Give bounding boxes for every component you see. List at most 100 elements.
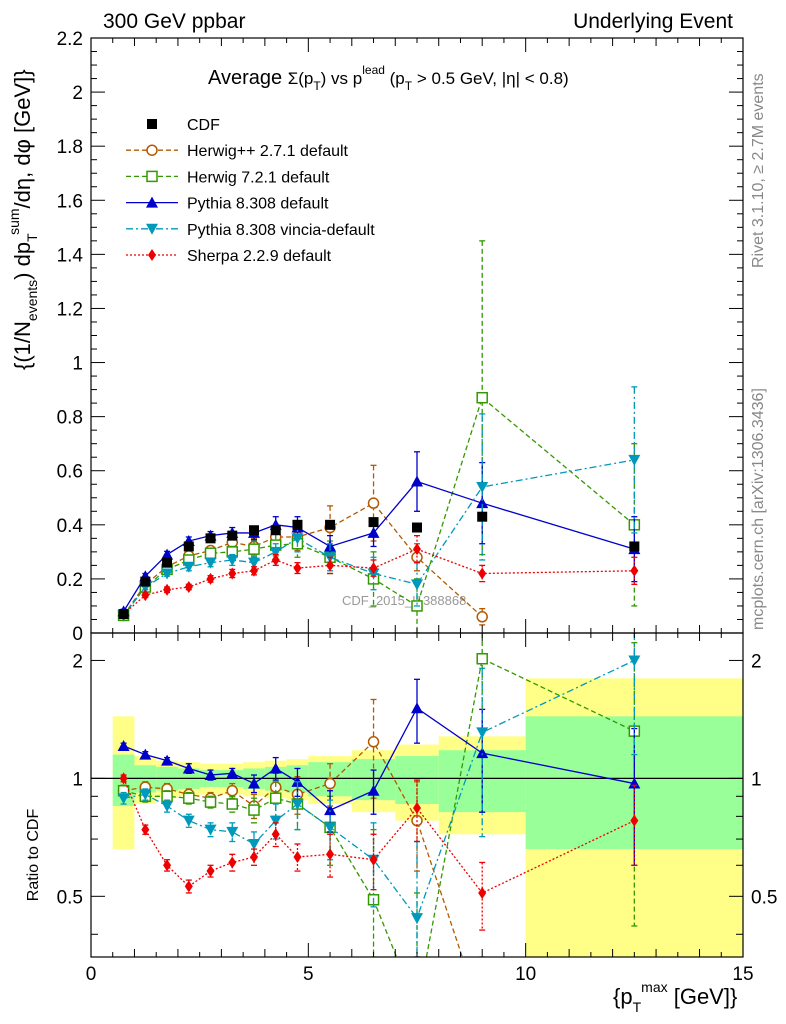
data-point [183,792,195,804]
y-tick-label: 1.8 [57,137,83,158]
series-line [123,480,635,612]
data-point [204,796,217,808]
data-point [326,848,335,861]
data-point [161,801,174,813]
x-label-p0: {p [613,984,633,1009]
legend: CDF Herwig++ 2.7.1 default Herwig 7.2.1 de… [126,117,375,265]
legend-label: Sherpa 2.2.9 default [187,248,332,265]
data-point [269,815,282,827]
data-point [271,553,280,566]
data-point [326,559,335,572]
series [117,678,641,866]
cdf-point [162,557,173,568]
cdf-point [292,519,303,530]
data-point [182,561,195,573]
legend-marker [146,196,158,208]
data-point [476,747,489,759]
plot-title-close: ) [321,69,327,88]
cdf-point [412,522,422,533]
y-tick-label: 0.6 [57,462,83,483]
data-point [184,880,193,893]
ratio-y-tick-label-right: 2 [751,651,762,672]
cdf-point [227,530,238,541]
data-point [139,748,152,760]
plot-title-cond-open: (p [385,69,405,88]
legend-label: CDF [187,117,220,134]
data-point [161,568,174,580]
plot-title-cond-rest: > 0.5 GeV, |η| < 0.8) [412,69,569,88]
data-point [248,838,260,850]
x-tick-label: 15 [732,964,753,985]
data-point [163,583,172,596]
legend-marker [146,223,158,235]
data-point [413,543,421,556]
y-axis-label-bottom: Ratio to CDF [25,809,42,902]
legend-label: Herwig++ 2.7.1 default [187,143,349,160]
data-point [367,497,380,509]
data-point [226,784,239,797]
plot-title-vs: vs p [326,69,362,88]
data-point [182,762,195,774]
y-label-p5: /dη, dφ [GeV]} [10,69,35,208]
cdf-point [368,517,379,528]
data-point [324,804,337,816]
data-point [369,853,378,866]
data-point [184,581,193,594]
series-line [123,659,635,920]
data-point [324,822,337,834]
cdf-point [477,511,488,522]
legend-marker [146,170,158,183]
data-point [367,526,380,538]
series [117,240,641,633]
data-point [206,572,215,585]
legend-label: Pythia 8.308 vincia-default [187,222,375,239]
data-point [630,814,639,827]
cdf-point [270,525,281,536]
legend-marker [147,119,157,129]
data-point [413,802,421,815]
data-point [628,454,641,466]
data-point [204,557,217,569]
legend-entry: Pythia 8.308 vincia-default [126,222,375,239]
series-line [123,657,635,957]
mcplots-label: mcplots.cern.ch [arXiv:1306.3436] [750,388,767,630]
data-point [269,762,282,774]
data-point [476,497,489,509]
data-point [476,481,489,493]
plot-title: Average Σ(pT) vs plead (pT > 0.5 GeV, |η… [208,63,569,93]
data-point [476,611,488,623]
data-point [411,913,423,925]
data-point [269,792,282,804]
series [119,772,639,931]
data-point [250,850,258,863]
legend-entry: CDF [147,117,220,134]
data-point [163,859,172,872]
data-point [367,736,380,748]
data-point [411,702,423,714]
ratio-y-tick-label: 2 [72,651,83,672]
x-label-p3: [GeV]} [668,984,738,1009]
cdf-point [325,519,336,530]
legend-entry: Herwig 7.2.1 default [126,169,330,186]
legend-entry: Herwig++ 2.7.1 default [126,143,349,160]
cdf-point [183,541,194,552]
rivet-label: Rivet 3.1.10, ≥ 2.7M events [750,73,767,268]
data-point [226,826,239,838]
legend-marker [146,144,158,156]
y-axis-label-top: {(1/Nevents) dpTsum/dη, dφ [GeV]} [6,69,40,370]
ratio-y-tick-label-right: 0.5 [751,887,777,908]
data-point [248,543,260,555]
data-point [291,533,304,545]
axes: 0 5 10 15 0 0.2 0.4 0.6 0.8 1 1.2 1.4 1.6 1.8 2 2.2 0.5 0… [57,29,778,985]
x-tick-label: 10 [515,964,536,985]
data-point [248,777,260,789]
cdf-point [629,541,640,552]
legend-entry: Sherpa 2.2.9 default [126,248,332,265]
series [117,451,641,617]
data-point [293,562,302,575]
y-tick-label: 2 [72,83,83,104]
series [117,633,641,957]
data-point [478,886,487,899]
cdf-point [249,525,259,536]
